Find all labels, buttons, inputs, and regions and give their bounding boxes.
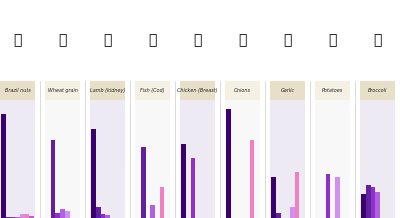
Bar	[371, 187, 376, 218]
Bar	[271, 177, 276, 218]
Text: 🥔: 🥔	[328, 33, 337, 47]
Bar	[290, 207, 295, 218]
Bar	[0, 81, 35, 100]
Bar	[226, 109, 231, 218]
Bar	[0, 100, 35, 218]
Bar	[15, 217, 20, 218]
Bar	[315, 100, 350, 218]
Text: 🌰: 🌰	[13, 33, 22, 47]
Bar	[180, 81, 215, 100]
Text: 🧅: 🧅	[238, 33, 247, 47]
Bar	[10, 217, 15, 218]
Bar	[1, 114, 6, 218]
Bar	[295, 172, 300, 218]
Bar	[270, 100, 305, 218]
Text: Garlic: Garlic	[281, 88, 295, 93]
Bar	[56, 213, 60, 218]
Bar	[91, 129, 96, 218]
Text: Potatoes: Potatoes	[322, 88, 343, 93]
Bar	[60, 209, 65, 218]
Bar	[24, 214, 29, 218]
Bar	[20, 214, 24, 218]
Bar	[225, 81, 260, 100]
Bar	[360, 81, 395, 100]
Text: Wheat grain: Wheat grain	[48, 88, 78, 93]
Bar	[225, 100, 260, 218]
Bar	[180, 100, 215, 218]
Text: Brazil nuts: Brazil nuts	[5, 88, 30, 93]
Bar	[90, 100, 125, 218]
Bar	[326, 174, 330, 218]
Bar	[135, 100, 170, 218]
Text: 🍗: 🍗	[194, 33, 202, 47]
Bar	[181, 144, 186, 218]
Bar	[29, 216, 34, 218]
Bar	[361, 194, 366, 218]
Bar	[270, 81, 305, 100]
Text: 🧄: 🧄	[284, 33, 292, 47]
Bar	[141, 147, 146, 218]
Bar	[315, 81, 350, 100]
Bar	[45, 100, 80, 218]
Bar	[65, 211, 70, 218]
Bar	[250, 140, 254, 218]
Bar	[105, 215, 110, 218]
Text: Fish (Cod): Fish (Cod)	[140, 88, 165, 93]
Bar	[100, 214, 105, 218]
Bar	[335, 177, 340, 218]
Bar	[135, 81, 170, 100]
Bar	[276, 213, 281, 218]
Bar	[6, 217, 10, 218]
Text: Onions: Onions	[234, 88, 251, 93]
Text: 🐟: 🐟	[148, 33, 157, 47]
Bar	[45, 81, 80, 100]
Text: 🐑: 🐑	[103, 33, 112, 47]
Bar	[90, 81, 125, 100]
Text: Lamb (kidney): Lamb (kidney)	[90, 88, 125, 93]
Text: 🌾: 🌾	[58, 33, 67, 47]
Bar	[150, 205, 155, 218]
Bar	[190, 158, 195, 218]
Text: Chicken (Breast): Chicken (Breast)	[177, 88, 218, 93]
Bar	[96, 207, 100, 218]
Bar	[376, 192, 380, 218]
Bar	[360, 100, 395, 218]
Text: Broccoli: Broccoli	[368, 88, 388, 93]
Bar	[366, 185, 371, 218]
Bar	[51, 140, 56, 218]
Bar	[160, 187, 164, 218]
Text: 🥦: 🥦	[374, 33, 382, 47]
